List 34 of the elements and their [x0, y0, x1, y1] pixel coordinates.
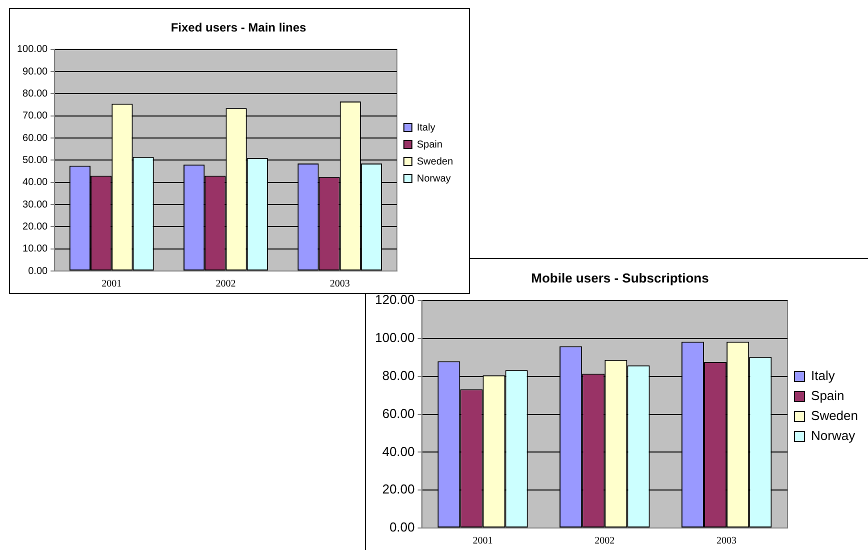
y-tick-label: 80.00: [382, 368, 415, 383]
x-tick-label: 2002: [216, 278, 236, 290]
y-tick-label: 0.00: [28, 266, 48, 277]
y-tick-label: 0.00: [389, 520, 415, 535]
legend-label: Sweden: [416, 156, 454, 168]
y-tick-label: 10.00: [22, 244, 48, 255]
y-tick-label: 60.00: [382, 406, 415, 421]
legend-label: Norway: [811, 428, 856, 444]
legend-label: Spain: [811, 388, 844, 404]
y-tick-label: 40.00: [22, 177, 48, 188]
y-tick-label: 60.00: [22, 132, 48, 144]
legend-label: Italy: [416, 122, 436, 134]
y-tick-label: 100.00: [16, 44, 48, 56]
y-tick-label: 90.00: [22, 66, 48, 78]
y-tick-label: 30.00: [22, 199, 48, 210]
legend-label: Sweden: [811, 408, 858, 424]
y-tick-label: 20.00: [22, 221, 48, 232]
legend-label: Italy: [811, 368, 836, 384]
x-tick-label: 2001: [102, 278, 122, 290]
y-tick-label: 100.00: [374, 330, 415, 346]
x-tick-label: 2003: [716, 536, 737, 547]
x-tick-label: 2002: [594, 536, 615, 547]
y-tick-label: 50.00: [22, 154, 48, 166]
chart-title: Fixed users - Main lines: [170, 20, 307, 35]
y-tick-label: 120.00: [374, 292, 415, 308]
chart-title: Mobile users - Subscriptions: [531, 270, 709, 286]
x-tick-label: 2003: [330, 278, 350, 290]
x-tick-label: 2001: [472, 536, 493, 547]
y-tick-label: 80.00: [22, 88, 48, 100]
y-tick-label: 40.00: [382, 444, 415, 459]
y-tick-label: 70.00: [22, 110, 48, 122]
legend-label: Norway: [416, 173, 451, 184]
y-tick-label: 20.00: [382, 482, 415, 497]
legend-label: Spain: [416, 139, 442, 150]
